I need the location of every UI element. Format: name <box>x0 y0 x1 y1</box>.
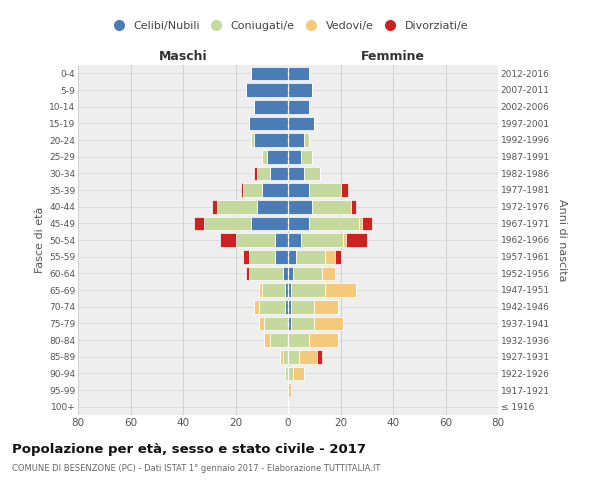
Bar <box>251 133 254 147</box>
Text: Femmine: Femmine <box>361 50 425 62</box>
Bar <box>361 216 372 230</box>
Bar <box>265 316 288 330</box>
Bar <box>288 300 290 314</box>
Bar <box>288 100 309 114</box>
Bar <box>288 66 309 80</box>
Bar <box>259 283 262 297</box>
Bar <box>257 200 288 213</box>
Bar <box>262 150 267 164</box>
Bar <box>262 283 286 297</box>
Bar <box>341 183 349 197</box>
Y-axis label: Fasce di età: Fasce di età <box>35 207 45 273</box>
Bar <box>288 283 290 297</box>
Bar <box>269 333 288 347</box>
Text: Maschi: Maschi <box>158 50 208 62</box>
Bar <box>275 233 288 247</box>
Bar <box>309 333 338 347</box>
Bar <box>262 183 288 197</box>
Bar <box>288 183 309 197</box>
Bar <box>254 166 257 180</box>
Bar <box>288 350 299 364</box>
Bar <box>304 133 309 147</box>
Bar <box>325 283 356 297</box>
Bar <box>193 216 204 230</box>
Bar <box>246 266 248 280</box>
Bar <box>288 200 311 213</box>
Bar <box>311 200 351 213</box>
Bar <box>322 266 335 280</box>
Bar <box>309 183 341 197</box>
Bar <box>244 183 262 197</box>
Bar <box>286 300 288 314</box>
Bar <box>246 83 288 97</box>
Bar <box>288 216 309 230</box>
Bar <box>217 200 257 213</box>
Bar <box>288 383 290 397</box>
Bar <box>296 250 325 264</box>
Bar <box>317 350 322 364</box>
Bar <box>293 266 322 280</box>
Bar <box>288 116 314 130</box>
Bar <box>212 200 217 213</box>
Bar <box>280 350 283 364</box>
Bar <box>288 233 301 247</box>
Bar <box>288 166 304 180</box>
Bar <box>220 233 235 247</box>
Bar <box>293 366 304 380</box>
Bar <box>265 333 269 347</box>
Bar <box>343 233 346 247</box>
Bar <box>359 216 361 230</box>
Bar <box>290 316 314 330</box>
Bar <box>283 266 288 280</box>
Bar <box>269 166 288 180</box>
Bar <box>288 133 304 147</box>
Bar <box>254 300 259 314</box>
Bar <box>301 233 343 247</box>
Bar <box>248 250 275 264</box>
Bar <box>259 300 286 314</box>
Bar <box>351 200 356 213</box>
Text: Popolazione per età, sesso e stato civile - 2017: Popolazione per età, sesso e stato civil… <box>12 442 366 456</box>
Bar <box>288 366 293 380</box>
Bar <box>254 100 288 114</box>
Bar <box>259 316 265 330</box>
Bar <box>244 250 248 264</box>
Bar <box>288 333 309 347</box>
Bar <box>325 250 335 264</box>
Bar <box>299 350 317 364</box>
Text: COMUNE DI BESENZONE (PC) - Dati ISTAT 1° gennaio 2017 - Elaborazione TUTTITALIA.: COMUNE DI BESENZONE (PC) - Dati ISTAT 1°… <box>12 464 380 473</box>
Bar <box>309 216 359 230</box>
Bar <box>251 216 288 230</box>
Bar <box>288 83 311 97</box>
Bar <box>286 366 288 380</box>
Legend: Celibi/Nubili, Coniugati/e, Vedovi/e, Divorziati/e: Celibi/Nubili, Coniugati/e, Vedovi/e, Di… <box>103 16 473 35</box>
Bar <box>257 166 269 180</box>
Bar <box>335 250 341 264</box>
Bar <box>288 150 301 164</box>
Bar <box>235 233 275 247</box>
Bar <box>241 183 244 197</box>
Y-axis label: Anni di nascita: Anni di nascita <box>557 198 566 281</box>
Bar <box>290 283 325 297</box>
Bar <box>248 266 283 280</box>
Bar <box>288 266 293 280</box>
Bar <box>275 250 288 264</box>
Bar <box>314 316 343 330</box>
Bar <box>204 216 251 230</box>
Bar <box>248 116 288 130</box>
Bar <box>286 283 288 297</box>
Bar <box>251 66 288 80</box>
Bar <box>288 316 290 330</box>
Bar <box>267 150 288 164</box>
Bar <box>304 166 320 180</box>
Bar <box>290 300 314 314</box>
Bar <box>288 250 296 264</box>
Bar <box>314 300 338 314</box>
Bar <box>346 233 367 247</box>
Bar <box>283 350 288 364</box>
Bar <box>301 150 311 164</box>
Bar <box>254 133 288 147</box>
